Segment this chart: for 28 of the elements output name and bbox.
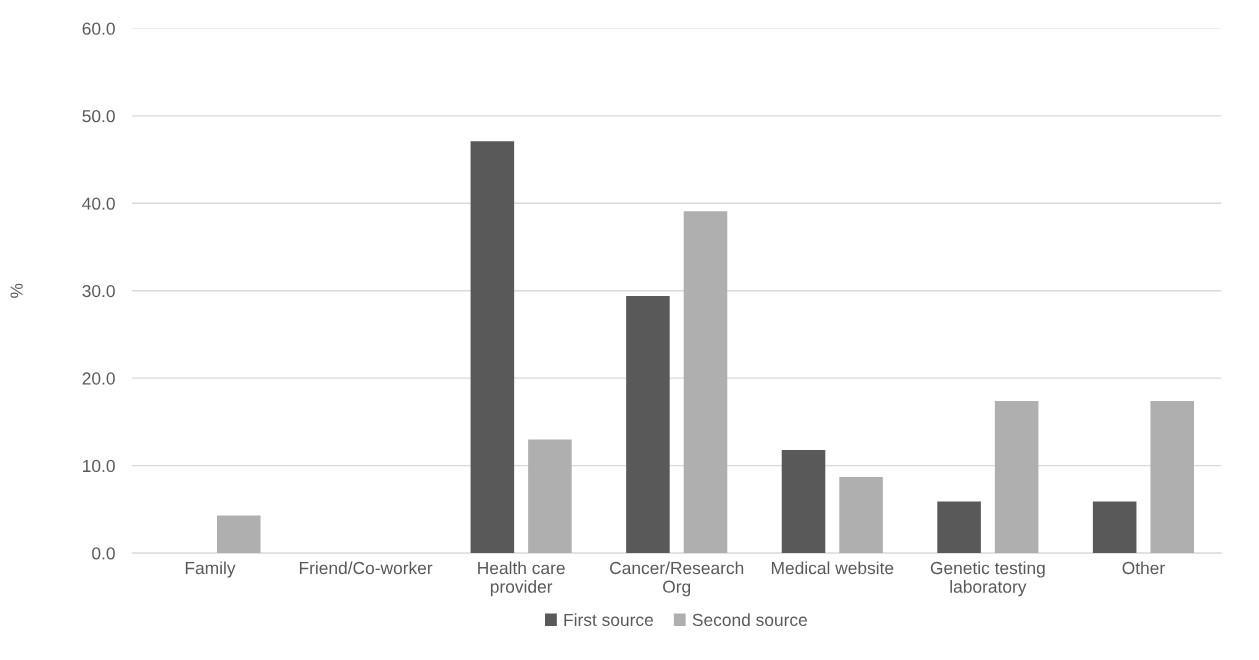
bar: [937, 501, 981, 554]
bar: [781, 449, 826, 554]
y-tick-label: 10.0: [83, 459, 115, 473]
x-tick-label: Health care provider: [478, 561, 565, 597]
x-tick-label: Family: [185, 561, 236, 578]
bar: [1092, 501, 1137, 554]
y-tick-label: 30.0: [82, 284, 115, 298]
legend-label: Second source: [692, 613, 807, 627]
y-tick-label: 40.0: [82, 197, 115, 210]
y-tick-label: 60.0: [82, 22, 115, 35]
bar: [626, 295, 670, 554]
y-tick-label: 0.0: [92, 547, 115, 560]
x-tick-label: Cancer/Research Org: [610, 561, 744, 597]
bar: [683, 211, 728, 554]
y-tick-label: 20.0: [82, 372, 115, 385]
y-axis-title: %: [10, 283, 23, 298]
bar: [839, 477, 883, 554]
x-tick-label: Genetic testing laboratory: [930, 561, 1045, 597]
bar: [1150, 400, 1194, 554]
x-tick-label: Other: [1122, 561, 1165, 575]
bar: [470, 141, 515, 554]
legend-label: First source: [564, 613, 653, 627]
x-tick-label: Medical website: [771, 561, 894, 575]
bar: [216, 515, 261, 554]
x-tick-label: Friend/Co-worker: [299, 561, 433, 575]
bar: [528, 439, 572, 554]
bar: [994, 400, 1039, 554]
y-tick-label: 50.0: [82, 110, 115, 123]
